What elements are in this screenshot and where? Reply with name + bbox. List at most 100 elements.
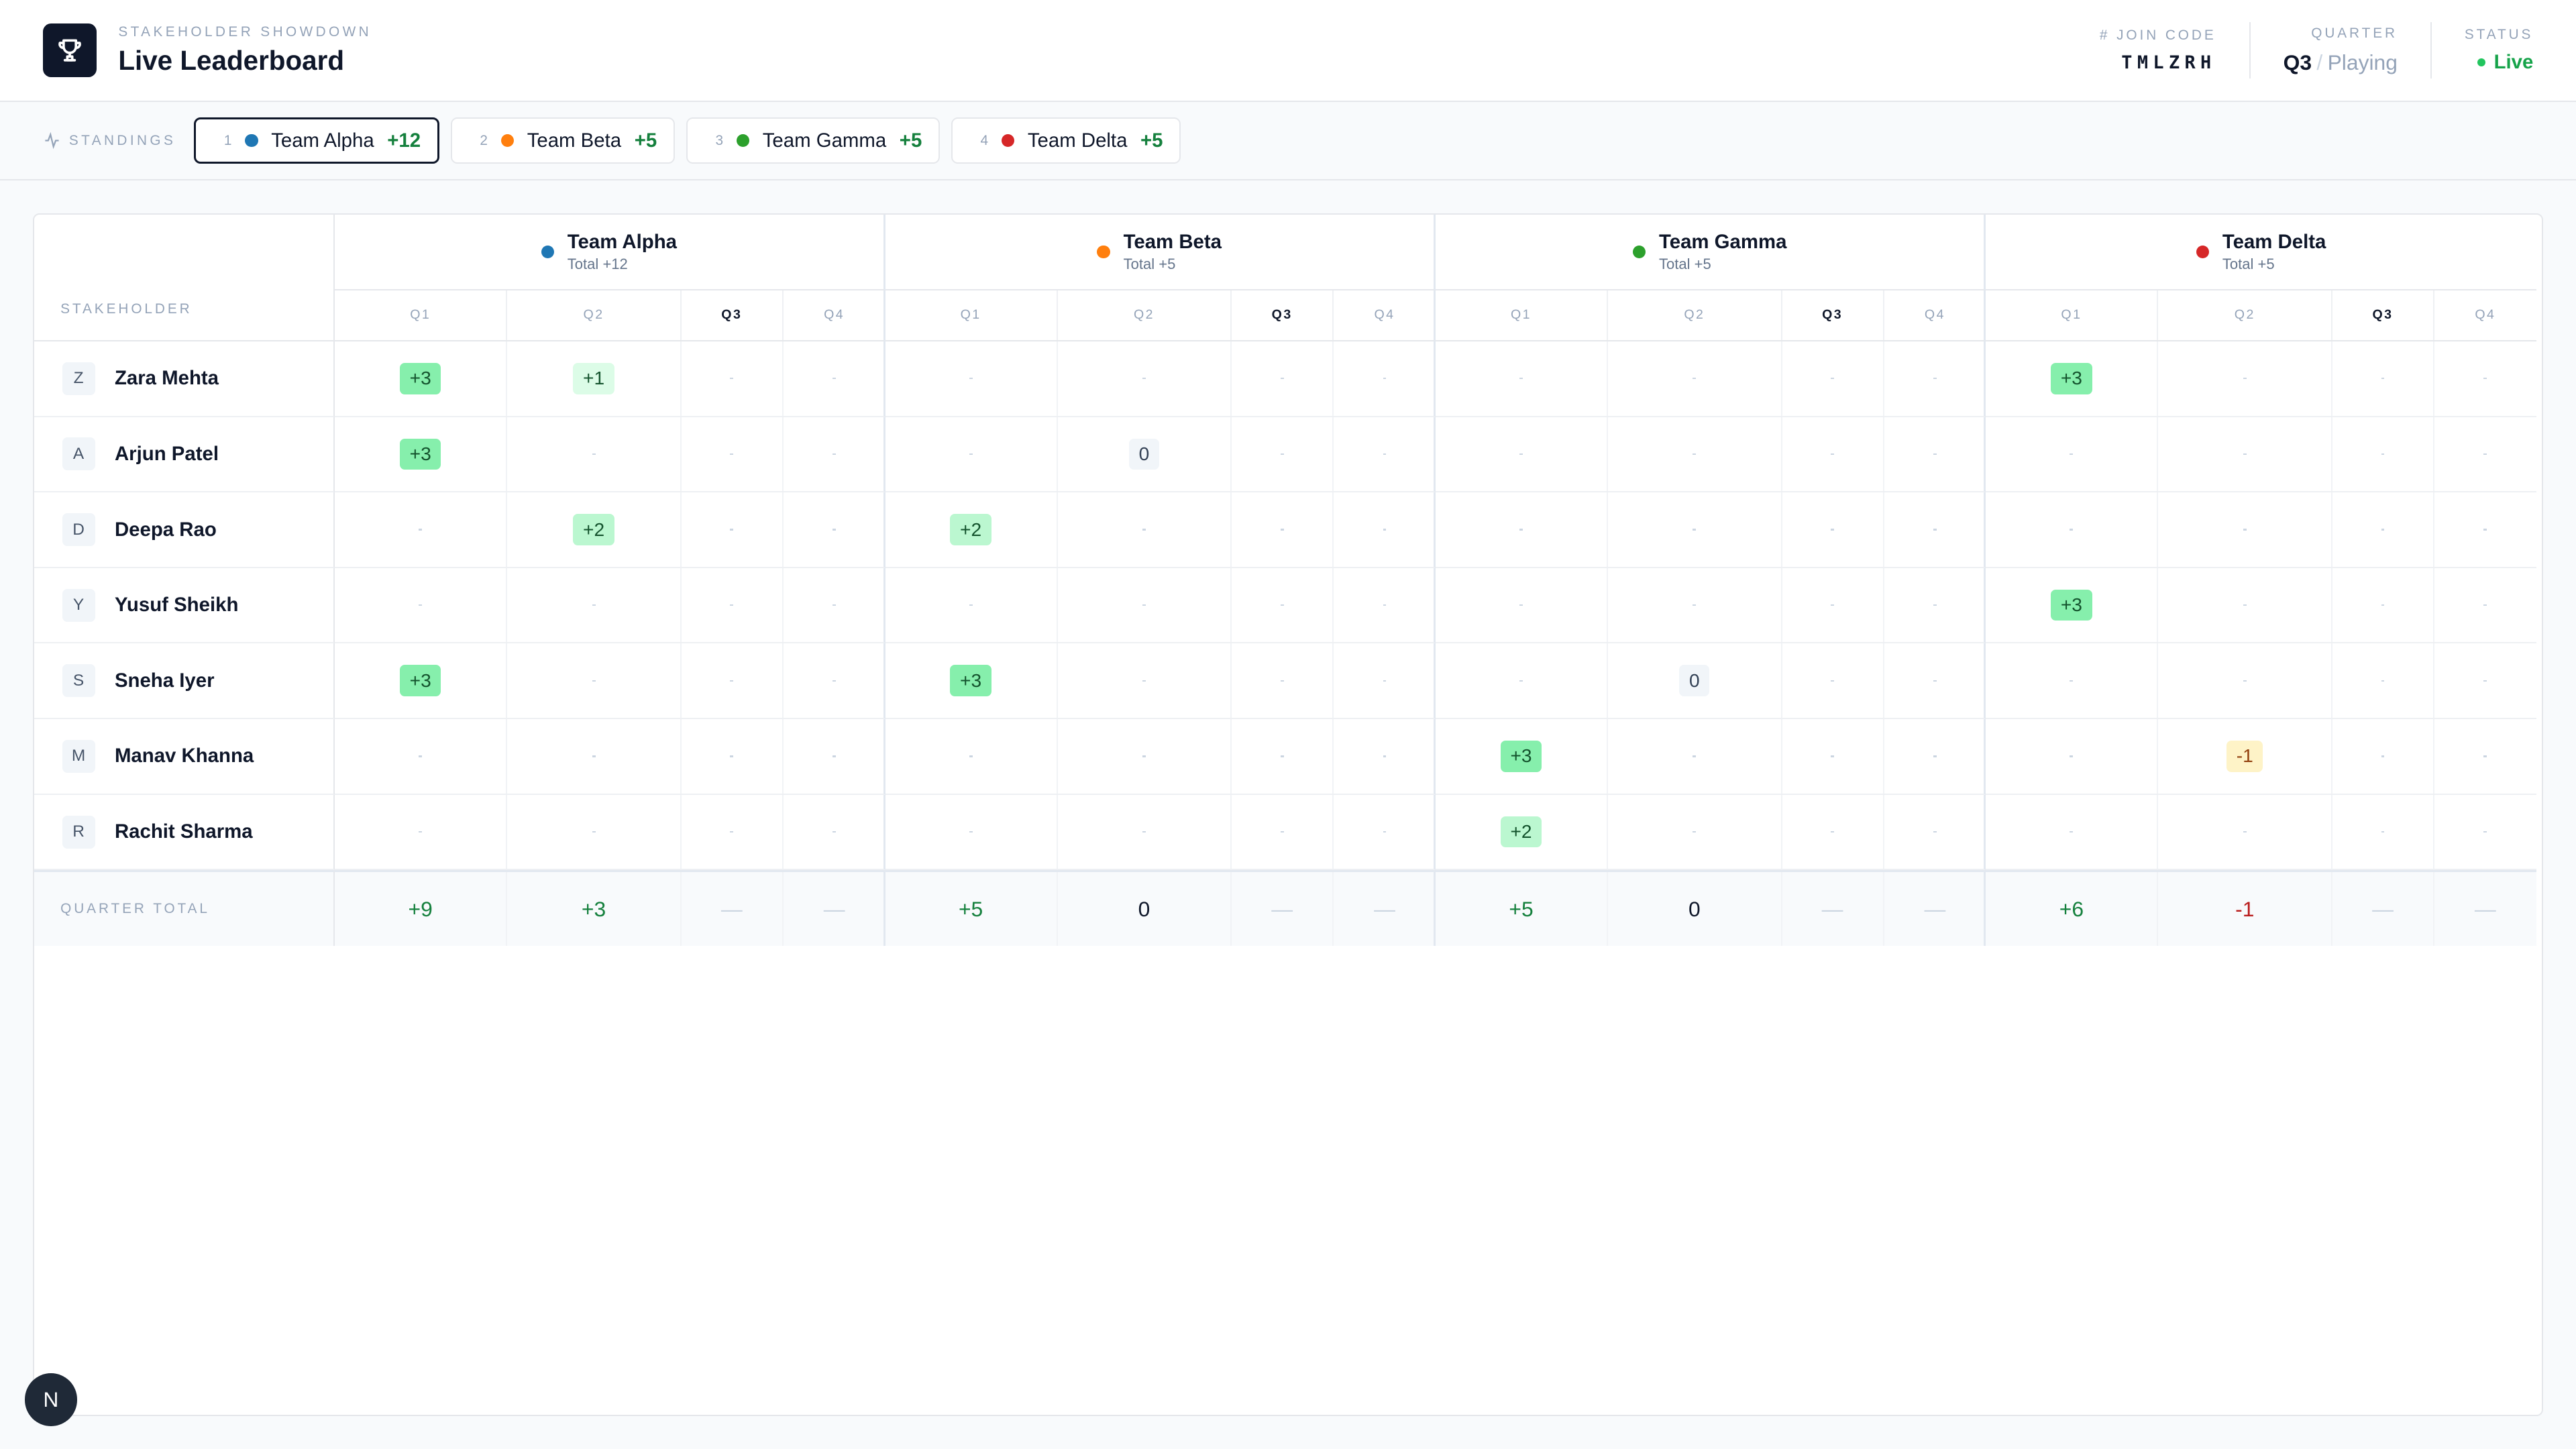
score-cell[interactable] xyxy=(1334,795,1436,869)
score-cell[interactable] xyxy=(1782,643,1884,718)
score-cell[interactable] xyxy=(682,643,784,718)
score-cell[interactable] xyxy=(1058,643,1232,718)
score-cell[interactable]: +3 xyxy=(1986,341,2159,416)
score-cell[interactable] xyxy=(1232,719,1334,794)
score-cell[interactable] xyxy=(1436,417,1609,492)
score-cell[interactable] xyxy=(2158,568,2333,643)
score-cell[interactable] xyxy=(682,568,784,643)
score-cell[interactable]: +2 xyxy=(507,492,682,567)
score-cell[interactable] xyxy=(2434,492,2536,567)
score-cell[interactable] xyxy=(1436,341,1609,416)
score-cell[interactable] xyxy=(784,643,885,718)
score-cell[interactable] xyxy=(1058,568,1232,643)
score-cell[interactable] xyxy=(2158,794,2333,869)
score-cell[interactable] xyxy=(1436,568,1609,643)
score-cell[interactable]: +2 xyxy=(1436,794,1609,869)
score-cell[interactable] xyxy=(2158,643,2333,718)
score-cell[interactable] xyxy=(1782,341,1884,416)
score-cell[interactable] xyxy=(1608,794,1782,869)
score-cell[interactable]: +3 xyxy=(885,643,1058,718)
score-cell[interactable] xyxy=(784,492,885,567)
score-cell[interactable]: +3 xyxy=(335,341,508,416)
score-cell[interactable] xyxy=(1884,643,1986,718)
score-cell[interactable] xyxy=(1232,794,1334,869)
score-cell[interactable] xyxy=(335,719,508,794)
score-cell[interactable] xyxy=(885,568,1058,643)
score-cell[interactable] xyxy=(2332,643,2434,718)
score-cell[interactable] xyxy=(335,492,508,567)
score-cell[interactable] xyxy=(2434,643,2536,718)
score-cell[interactable] xyxy=(2332,794,2434,869)
score-cell[interactable] xyxy=(1986,643,2159,718)
score-cell[interactable] xyxy=(2158,417,2333,492)
score-cell[interactable] xyxy=(1334,643,1436,718)
score-cell[interactable] xyxy=(1058,794,1232,869)
score-cell[interactable] xyxy=(1058,492,1232,567)
score-cell[interactable] xyxy=(1608,341,1782,416)
score-cell[interactable] xyxy=(1608,568,1782,643)
score-cell[interactable] xyxy=(1232,492,1334,567)
score-cell[interactable] xyxy=(2332,492,2434,567)
next-app-icon[interactable]: N xyxy=(24,1373,78,1426)
score-cell[interactable] xyxy=(2158,492,2333,567)
score-cell[interactable] xyxy=(1884,341,1986,416)
score-cell[interactable] xyxy=(682,794,784,869)
score-cell[interactable] xyxy=(2332,719,2434,794)
score-cell[interactable]: -1 xyxy=(2158,719,2333,794)
score-cell[interactable] xyxy=(1436,492,1609,567)
score-cell[interactable] xyxy=(507,643,682,718)
join-code-value[interactable]: TMLZRH xyxy=(2121,52,2216,73)
score-cell[interactable] xyxy=(2332,417,2434,492)
score-cell[interactable] xyxy=(507,719,682,794)
score-cell[interactable] xyxy=(1334,719,1436,794)
score-cell[interactable] xyxy=(2434,568,2536,643)
score-cell[interactable] xyxy=(682,417,784,492)
score-cell[interactable] xyxy=(2158,341,2333,416)
score-cell[interactable] xyxy=(2434,719,2536,794)
score-cell[interactable] xyxy=(1884,417,1986,492)
score-cell[interactable] xyxy=(1782,568,1884,643)
standing-chip-4[interactable]: 4 Team Delta +5 xyxy=(951,117,1181,164)
score-cell[interactable] xyxy=(1608,719,1782,794)
score-cell[interactable] xyxy=(1782,417,1884,492)
score-cell[interactable] xyxy=(1436,643,1609,718)
score-cell[interactable] xyxy=(1334,341,1436,416)
score-cell[interactable] xyxy=(885,794,1058,869)
score-cell[interactable]: 0 xyxy=(1058,417,1232,492)
score-cell[interactable] xyxy=(2332,341,2434,416)
score-cell[interactable] xyxy=(1884,719,1986,794)
score-cell[interactable] xyxy=(1334,417,1436,492)
score-cell[interactable]: 0 xyxy=(1608,643,1782,718)
score-cell[interactable] xyxy=(1884,795,1986,869)
score-cell[interactable] xyxy=(885,719,1058,794)
standing-chip-3[interactable]: 3 Team Gamma +5 xyxy=(686,117,940,164)
score-cell[interactable] xyxy=(1058,719,1232,794)
score-cell[interactable] xyxy=(682,719,784,794)
score-cell[interactable] xyxy=(784,341,885,416)
score-cell[interactable] xyxy=(784,417,885,492)
score-cell[interactable] xyxy=(1986,417,2159,492)
score-cell[interactable] xyxy=(1782,719,1884,794)
score-cell[interactable] xyxy=(1986,794,2159,869)
score-cell[interactable]: +3 xyxy=(1436,719,1609,794)
score-cell[interactable] xyxy=(1782,492,1884,567)
score-cell[interactable] xyxy=(507,568,682,643)
score-cell[interactable] xyxy=(784,795,885,869)
score-cell[interactable] xyxy=(2434,795,2536,869)
score-cell[interactable] xyxy=(784,719,885,794)
score-cell[interactable] xyxy=(1334,492,1436,567)
standing-chip-2[interactable]: 2 Team Beta +5 xyxy=(450,117,675,164)
score-cell[interactable] xyxy=(1884,492,1986,567)
score-cell[interactable] xyxy=(1608,492,1782,567)
score-cell[interactable] xyxy=(507,417,682,492)
score-cell[interactable] xyxy=(682,492,784,567)
standing-chip-1[interactable]: 1 Team Alpha +12 xyxy=(194,117,439,164)
score-cell[interactable] xyxy=(2434,341,2536,416)
score-cell[interactable] xyxy=(335,794,508,869)
score-cell[interactable] xyxy=(507,794,682,869)
score-cell[interactable] xyxy=(2434,417,2536,492)
score-cell[interactable] xyxy=(1608,417,1782,492)
score-cell[interactable] xyxy=(1232,568,1334,643)
score-cell[interactable] xyxy=(682,341,784,416)
score-cell[interactable] xyxy=(1986,492,2159,567)
